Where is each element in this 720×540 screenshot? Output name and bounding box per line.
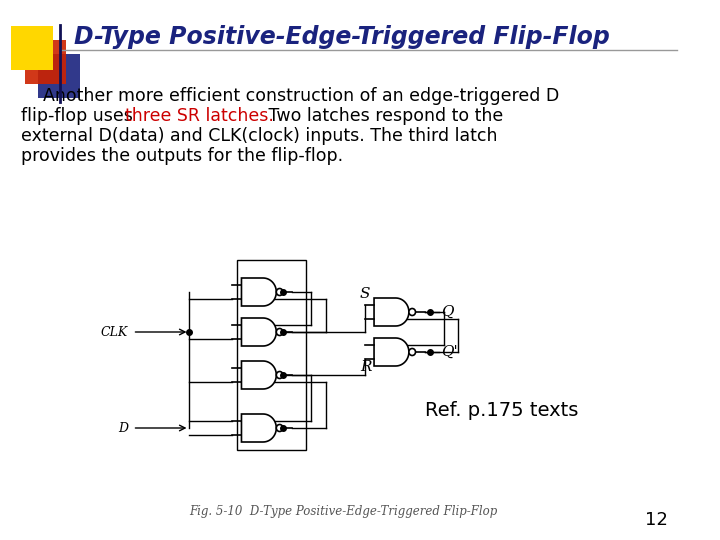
Circle shape bbox=[276, 288, 283, 295]
Text: CLK: CLK bbox=[101, 326, 128, 339]
Circle shape bbox=[276, 328, 283, 335]
Text: flip-flop uses: flip-flop uses bbox=[21, 107, 138, 125]
Text: three SR latches.: three SR latches. bbox=[125, 107, 274, 125]
Text: Fig. 5-10  D-Type Positive-Edge-Triggered Flip-Flop: Fig. 5-10 D-Type Positive-Edge-Triggered… bbox=[189, 505, 498, 518]
Bar bbox=[24, 40, 66, 84]
Polygon shape bbox=[374, 338, 409, 366]
Bar bbox=[237, 260, 306, 450]
Text: R: R bbox=[360, 360, 372, 374]
Text: S: S bbox=[360, 287, 370, 301]
Polygon shape bbox=[374, 298, 409, 326]
Text: Two latches respond to the: Two latches respond to the bbox=[264, 107, 503, 125]
Text: Q: Q bbox=[441, 305, 454, 319]
Circle shape bbox=[409, 308, 415, 315]
Text: provides the outputs for the flip-flop.: provides the outputs for the flip-flop. bbox=[21, 147, 343, 165]
Text: Ref. p.175 texts: Ref. p.175 texts bbox=[426, 401, 579, 420]
Polygon shape bbox=[241, 278, 276, 306]
Bar bbox=[12, 26, 53, 70]
Text: 12: 12 bbox=[644, 511, 667, 529]
Text: D-Type Positive-Edge-Triggered Flip-Flop: D-Type Positive-Edge-Triggered Flip-Flop bbox=[74, 25, 610, 49]
Circle shape bbox=[276, 372, 283, 379]
Polygon shape bbox=[241, 318, 276, 346]
Text: D: D bbox=[118, 422, 128, 435]
Text: external D(data) and CLK(clock) inputs. The third latch: external D(data) and CLK(clock) inputs. … bbox=[21, 127, 498, 145]
Circle shape bbox=[409, 348, 415, 355]
Circle shape bbox=[276, 424, 283, 431]
Text: Q': Q' bbox=[441, 345, 458, 359]
Bar bbox=[38, 54, 79, 98]
Polygon shape bbox=[241, 414, 276, 442]
Polygon shape bbox=[241, 361, 276, 389]
Text: Another more efficient construction of an edge-triggered D: Another more efficient construction of a… bbox=[21, 87, 559, 105]
